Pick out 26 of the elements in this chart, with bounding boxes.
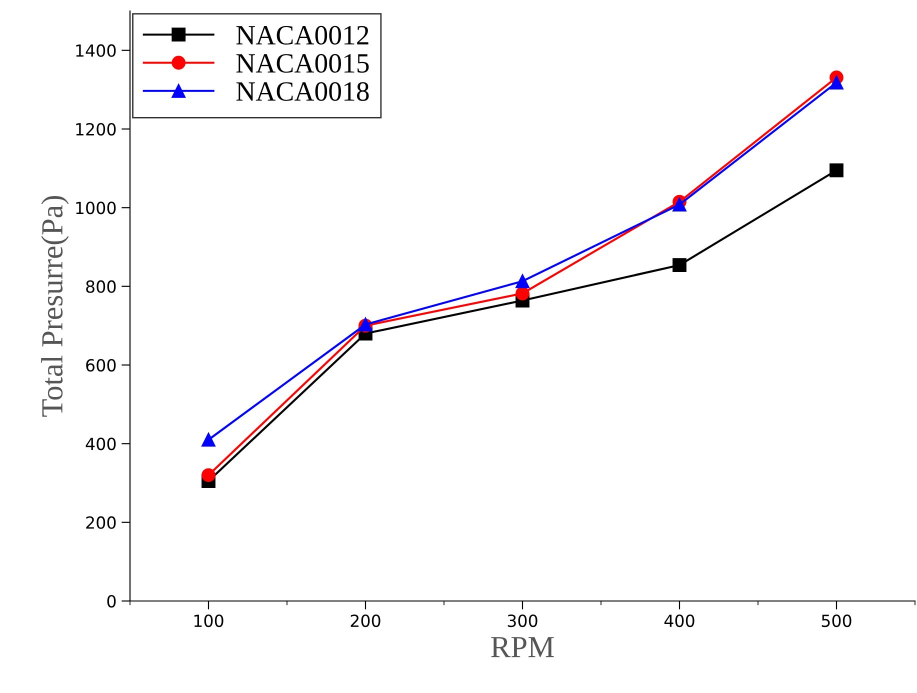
y-tick-label: 1400 [76, 44, 116, 57]
point [830, 76, 844, 90]
y-tick-label: 200 [86, 516, 116, 529]
legend-label: NACA0015 [236, 54, 369, 73]
point [202, 432, 216, 447]
y-tick-label: 1000 [76, 202, 116, 214]
point [202, 468, 216, 482]
point [516, 286, 530, 300]
x-tick-label: 400 [664, 614, 694, 628]
x-tick-label: 500 [822, 614, 852, 628]
point [516, 274, 530, 288]
y-axis-title: Total Presurre(Pa) [41, 196, 69, 417]
x-tick-label: 200 [350, 614, 380, 628]
y-tick-label: 0 [107, 594, 116, 608]
x-tick-label: 300 [508, 614, 538, 628]
point [672, 198, 686, 212]
y-tick-label: 600 [86, 358, 116, 372]
legend-label: NACA0012 [236, 26, 368, 45]
point [672, 258, 686, 272]
x-axis-title: RPM [491, 637, 554, 658]
y-tick-label: 1200 [76, 122, 116, 136]
x-tick-label: 100 [194, 614, 224, 628]
y-tick-label: 400 [86, 438, 116, 450]
legend-label: NACA0018 [236, 82, 369, 101]
y-tick-label: 800 [86, 280, 116, 293]
point [830, 163, 844, 178]
